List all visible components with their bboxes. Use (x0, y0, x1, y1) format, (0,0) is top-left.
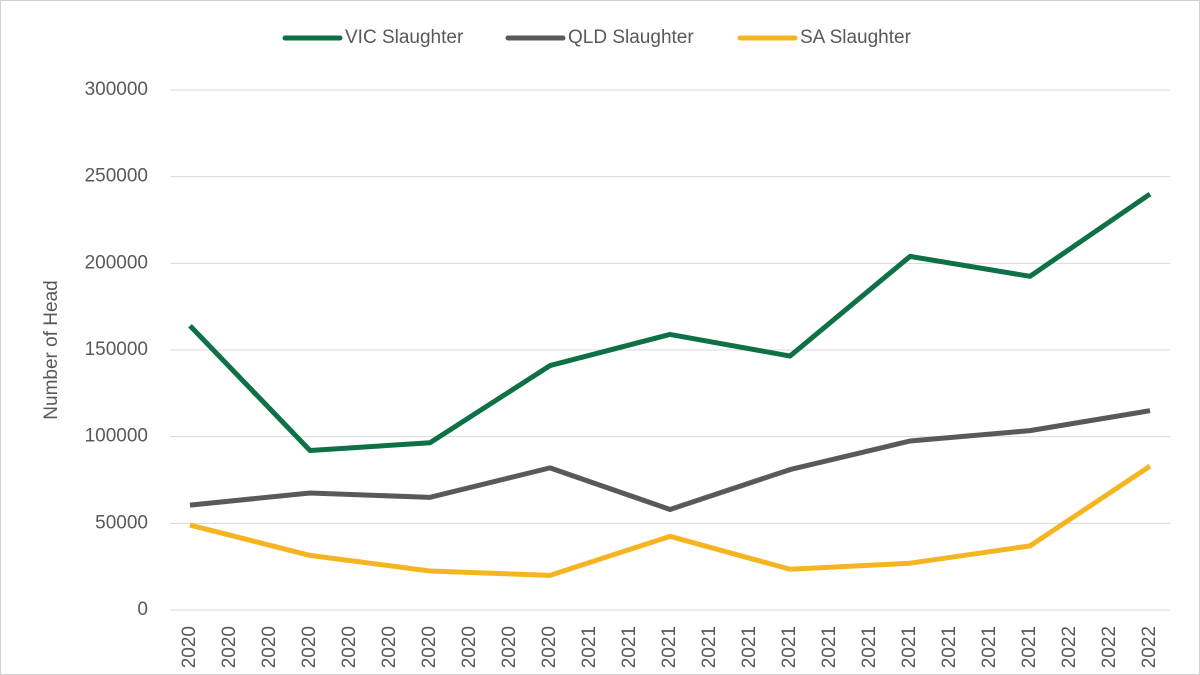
x-tick-label: 2020 (179, 626, 200, 668)
y-tick-label: 200000 (85, 252, 148, 273)
y-tick-label: 300000 (85, 79, 148, 100)
y-axis-label: Number of Head (41, 280, 62, 419)
y-tick-label: 250000 (85, 166, 148, 187)
legend-label: VIC Slaughter (345, 27, 464, 48)
x-tick-label: 2021 (819, 626, 840, 668)
x-tick-label: 2021 (979, 626, 1000, 668)
x-tick-label: 2021 (899, 626, 920, 668)
x-tick-label: 2020 (419, 626, 440, 668)
x-tick-label: 2022 (1099, 626, 1120, 668)
x-tick-label: 2020 (539, 626, 560, 668)
x-tick-label: 2021 (1019, 626, 1040, 668)
x-tick-label: 2021 (659, 626, 680, 668)
x-tick-label: 2021 (939, 626, 960, 668)
legend-label: SA Slaughter (800, 27, 912, 48)
legend-label: QLD Slaughter (568, 27, 694, 48)
y-tick-label: 150000 (85, 339, 148, 360)
x-tick-label: 2020 (259, 626, 280, 668)
series-line (189, 464, 1152, 578)
x-tick-label: 2020 (499, 626, 520, 668)
x-tick-label: 2021 (739, 626, 760, 668)
x-tick-label: 2021 (579, 626, 600, 668)
x-tick-label: 2021 (779, 626, 800, 668)
x-tick-label: 2020 (339, 626, 360, 668)
series-line (188, 191, 1152, 454)
series-line (189, 408, 1151, 512)
x-tick-label: 2021 (859, 626, 880, 668)
x-tick-label: 2020 (219, 626, 240, 668)
x-tick-label: 2020 (299, 626, 320, 668)
y-tick-label: 100000 (85, 426, 148, 447)
x-tick-label: 2022 (1059, 626, 1080, 668)
x-tick-label: 2021 (619, 626, 640, 668)
x-tick-label: 2020 (459, 626, 480, 668)
x-tick-label: 2021 (699, 626, 720, 668)
y-tick-label: 0 (137, 599, 148, 620)
y-tick-label: 50000 (95, 512, 148, 533)
x-tick-label: 2020 (379, 626, 400, 668)
x-tick-label: 2022 (1139, 626, 1160, 668)
